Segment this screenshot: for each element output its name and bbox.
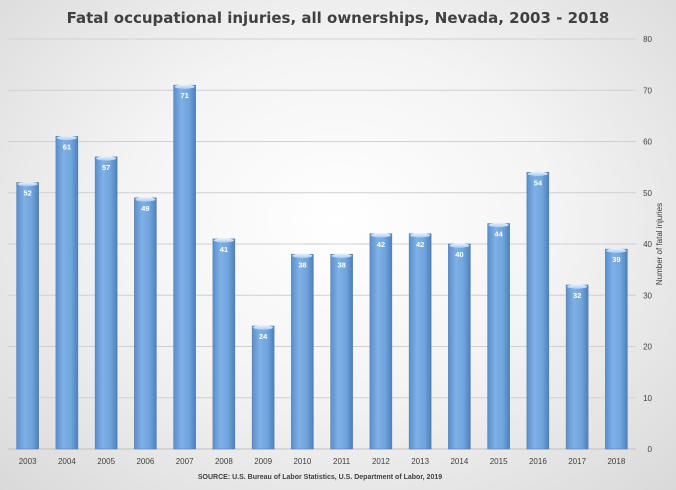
data-label: 44 <box>494 230 503 239</box>
bar-cap <box>96 156 117 161</box>
x-tick-label: 2011 <box>333 457 351 466</box>
y-tick-label: 0 <box>648 445 653 454</box>
x-tick-label: 2005 <box>97 457 115 466</box>
x-tick-label: 2010 <box>293 457 311 466</box>
data-label: 54 <box>534 178 543 187</box>
bar <box>94 156 118 450</box>
bar-cap <box>606 248 627 253</box>
y-axis-label: Number of fatal injuries <box>655 203 664 285</box>
x-tick-label: 2016 <box>529 457 547 466</box>
bar-group: 38 <box>291 253 314 450</box>
bars: 52 61 57 49 71 41 24 38 38 42 42 40 44 54 32 39 <box>16 84 628 450</box>
data-label: 52 <box>23 189 31 198</box>
bar-cap <box>17 181 38 187</box>
bar-cap <box>253 325 274 330</box>
y-tick-label: 10 <box>643 394 652 403</box>
bar-group: 44 <box>487 222 510 450</box>
x-tick-label: 2014 <box>450 457 468 466</box>
bar <box>330 254 353 450</box>
x-tick-label: 2007 <box>176 457 194 466</box>
bar-cap <box>331 253 352 258</box>
bar-cap <box>174 84 195 89</box>
bar-cap <box>292 253 313 258</box>
bar-cap <box>410 233 431 238</box>
x-tick-label: 2006 <box>136 457 154 466</box>
bar-cap <box>567 284 588 289</box>
y-tick-label: 80 <box>643 35 652 44</box>
x-tick-label: 2012 <box>372 457 390 466</box>
bar <box>487 223 510 450</box>
bar-cap <box>488 222 509 228</box>
chart-title: Fatal occupational injuries, all ownersh… <box>67 9 610 27</box>
bar <box>605 248 628 450</box>
bar <box>565 284 589 450</box>
x-tick-label: 2017 <box>568 457 586 466</box>
y-axis-ticks: 0 10 20 30 40 50 60 70 80 <box>643 35 652 454</box>
data-label: 24 <box>259 332 268 341</box>
bar <box>369 233 393 450</box>
bar <box>448 243 471 450</box>
bar-group: 42 <box>408 233 432 450</box>
bar <box>251 325 275 450</box>
x-tick-label: 2004 <box>58 457 76 466</box>
data-label: 32 <box>573 291 581 300</box>
bar-group: 38 <box>330 253 353 450</box>
y-tick-label: 70 <box>643 86 652 95</box>
bar-group: 42 <box>369 233 393 450</box>
data-label: 71 <box>180 91 188 100</box>
data-label: 41 <box>220 245 228 254</box>
bar <box>291 254 314 450</box>
data-label: 40 <box>455 250 463 259</box>
bar <box>16 182 39 450</box>
source-note: SOURCE: U.S. Bureau of Labor Statistics,… <box>198 474 442 481</box>
y-tick-label: 60 <box>643 138 652 147</box>
bar-group: 57 <box>94 156 118 450</box>
x-tick-label: 2013 <box>411 457 429 466</box>
bar-cap <box>449 243 470 248</box>
bar-group: 32 <box>565 284 589 450</box>
x-tick-label: 2008 <box>215 457 233 466</box>
bar-group: 61 <box>55 135 79 450</box>
bar-cap <box>527 171 548 176</box>
bar-group: 49 <box>134 197 157 450</box>
data-label: 57 <box>102 163 110 172</box>
y-tick-label: 50 <box>643 189 652 198</box>
bar-cap <box>56 135 77 141</box>
x-tick-label: 2003 <box>19 457 37 466</box>
bar-group: 71 <box>173 84 196 450</box>
bar <box>134 197 157 450</box>
bar <box>526 172 550 450</box>
bar <box>408 233 432 450</box>
x-tick-label: 2009 <box>254 457 272 466</box>
bar-cap <box>370 233 391 238</box>
bar <box>173 84 196 450</box>
bar-group: 52 <box>16 181 39 450</box>
data-label: 39 <box>612 255 620 264</box>
bar-group: 39 <box>605 248 628 450</box>
bar <box>55 136 79 450</box>
data-label: 38 <box>337 260 345 269</box>
x-tick-label: 2015 <box>490 457 508 466</box>
bar-group: 40 <box>448 243 471 450</box>
data-label: 42 <box>377 240 385 249</box>
y-tick-label: 20 <box>643 343 652 352</box>
bar <box>212 238 236 450</box>
data-label: 38 <box>298 260 306 269</box>
bar-group: 24 <box>251 325 275 450</box>
data-label: 49 <box>141 204 149 213</box>
bar-cap <box>135 197 156 202</box>
data-label: 61 <box>63 142 71 151</box>
y-tick-label: 30 <box>643 291 652 300</box>
x-axis-ticks: 2003 2004 2005 2006 2007 2008 2009 2010 2011 2012… <box>19 457 626 466</box>
data-label: 42 <box>416 240 424 249</box>
bar-group: 41 <box>212 238 236 450</box>
x-tick-label: 2018 <box>607 457 625 466</box>
y-tick-label: 40 <box>643 240 652 249</box>
bar-cap <box>213 238 234 243</box>
bar-group: 54 <box>526 171 550 450</box>
